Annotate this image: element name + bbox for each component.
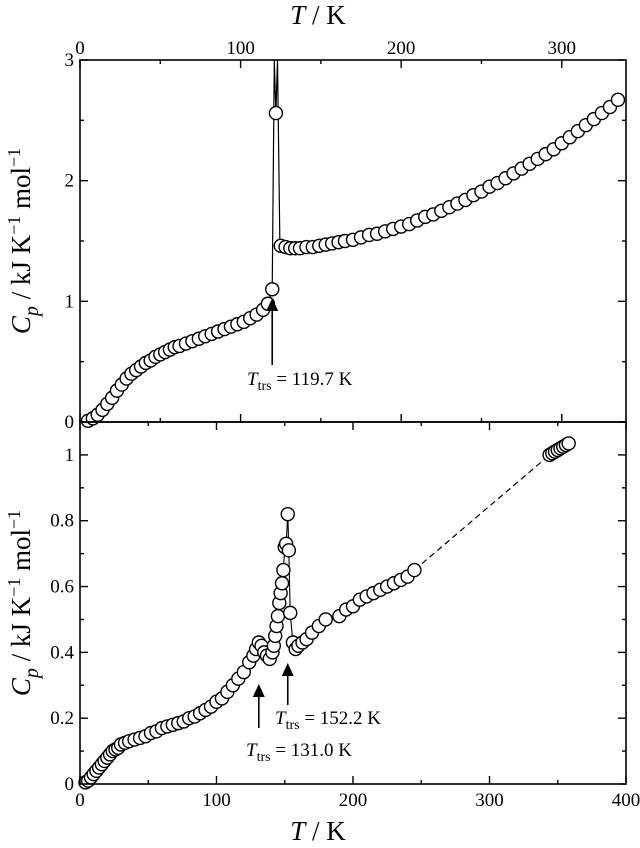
top-panel-y-axis-label: Cp / kJ K−1 mol−1 — [4, 148, 43, 334]
bottom-panel-frame — [79, 421, 627, 785]
annotation-label: Ttrs = 119.7 K — [247, 369, 353, 394]
y-label-exponent: −1 — [4, 510, 24, 529]
data-point — [276, 562, 291, 578]
y-label-exponent: −1 — [4, 578, 24, 597]
annotation-arrowhead — [252, 684, 265, 697]
y-label-symbol: C — [6, 677, 36, 696]
top-axis-title-unit: / K — [305, 0, 346, 30]
top-panel-annotations: Ttrs = 119.7 K — [247, 298, 353, 394]
annotation-value: = 119.7 K — [272, 369, 353, 390]
y-axis-label-text: Cp / kJ K−1 mol−1 — [4, 148, 43, 334]
data-point — [274, 576, 290, 591]
top-panel-series — [80, 59, 626, 428]
y-axis-label: Cp / kJ K−1 mol−1 — [4, 510, 43, 696]
y-tick-label: 0 — [65, 412, 75, 433]
y-tick-label: 1 — [65, 445, 75, 466]
y-tick-label: 2 — [65, 171, 75, 192]
data-point — [561, 436, 576, 451]
data-point — [283, 605, 298, 621]
y-label-unit-mol: mol — [6, 167, 36, 216]
y-label-exponent: −1 — [4, 216, 24, 235]
y-label-unit-mol: mol — [6, 529, 36, 578]
annotation-label: Ttrs = 152.2 K — [275, 708, 381, 733]
bottom-panel-y-axis-label: Cp / kJ K−1 mol−1 — [4, 510, 43, 696]
annotation-subscript: trs — [286, 718, 300, 733]
annotation-subscript: trs — [258, 379, 272, 394]
annotation-value: = 152.2 K — [300, 708, 382, 729]
y-tick-label: 3 — [65, 50, 75, 71]
x-tick-label: 200 — [339, 790, 368, 811]
annotation-value: = 131.0 K — [271, 740, 353, 761]
y-axis-label: Cp / kJ K−1 mol−1 — [4, 148, 43, 334]
top-axis-title-symbol: T — [290, 0, 307, 30]
x-tick-label: 100 — [202, 790, 231, 811]
x-tick-label: 300 — [475, 790, 504, 811]
data-point — [407, 562, 422, 578]
data-point — [610, 92, 626, 108]
data-point — [280, 506, 295, 522]
annotation-symbol: T — [275, 708, 287, 729]
bottom-axis-title: T / K — [290, 816, 346, 846]
data-point — [281, 543, 297, 558]
data-point — [270, 608, 286, 624]
y-label-exponent: −1 — [4, 148, 24, 167]
x-tick-label: 0 — [75, 38, 85, 59]
y-tick-label: 0.2 — [50, 708, 74, 729]
y-axis-label-text: Cp / kJ K−1 mol−1 — [4, 510, 43, 696]
svg-text:T / K: T / K — [290, 0, 346, 30]
y-tick-label: 0 — [65, 774, 75, 795]
x-tick-label: 100 — [226, 38, 255, 59]
data-point — [318, 612, 333, 627]
bottom-axis-title-symbol: T — [290, 816, 307, 846]
annotation-label: Ttrs = 131.0 K — [246, 740, 352, 765]
y-tick-label: 1 — [65, 291, 75, 312]
y-tick-label: 0.4 — [50, 642, 74, 663]
y-label-subscript: p — [21, 306, 43, 318]
svg-text:T / K: T / K — [290, 816, 346, 846]
data-point — [268, 105, 284, 121]
annotation-symbol: T — [246, 740, 258, 761]
bottom-panel-series — [78, 436, 576, 790]
y-label-symbol: C — [6, 315, 36, 334]
x-tick-label: 300 — [548, 38, 577, 59]
annotation-arrowhead — [281, 663, 294, 676]
data-point — [265, 282, 280, 297]
annotation-symbol: T — [247, 369, 259, 390]
bottom-panel-ticks: 0 0.2 0.4 0.6 0.8 1 0 100 200 300 400 — [50, 421, 640, 811]
bottom-panel: 0 0.2 0.4 0.6 0.8 1 0 100 200 300 400 Cp / kJ K−1 … — [4, 421, 640, 811]
interpolation-line — [414, 454, 550, 571]
x-tick-label: 0 — [75, 790, 85, 811]
y-label-subscript: p — [21, 668, 43, 680]
y-tick-label: 0.8 — [50, 511, 74, 532]
y-tick-label: 0.6 — [50, 577, 74, 598]
y-label-unit: / kJ K — [6, 234, 36, 306]
x-tick-label: 400 — [612, 790, 640, 811]
top-axis-title: T / K — [290, 0, 346, 30]
annotation-subscript: trs — [257, 750, 271, 765]
bottom-axis-title-unit: / K — [305, 816, 346, 846]
x-tick-label: 200 — [387, 38, 416, 59]
annotation-arrowhead — [266, 298, 279, 311]
y-label-unit: / kJ K — [6, 596, 36, 668]
